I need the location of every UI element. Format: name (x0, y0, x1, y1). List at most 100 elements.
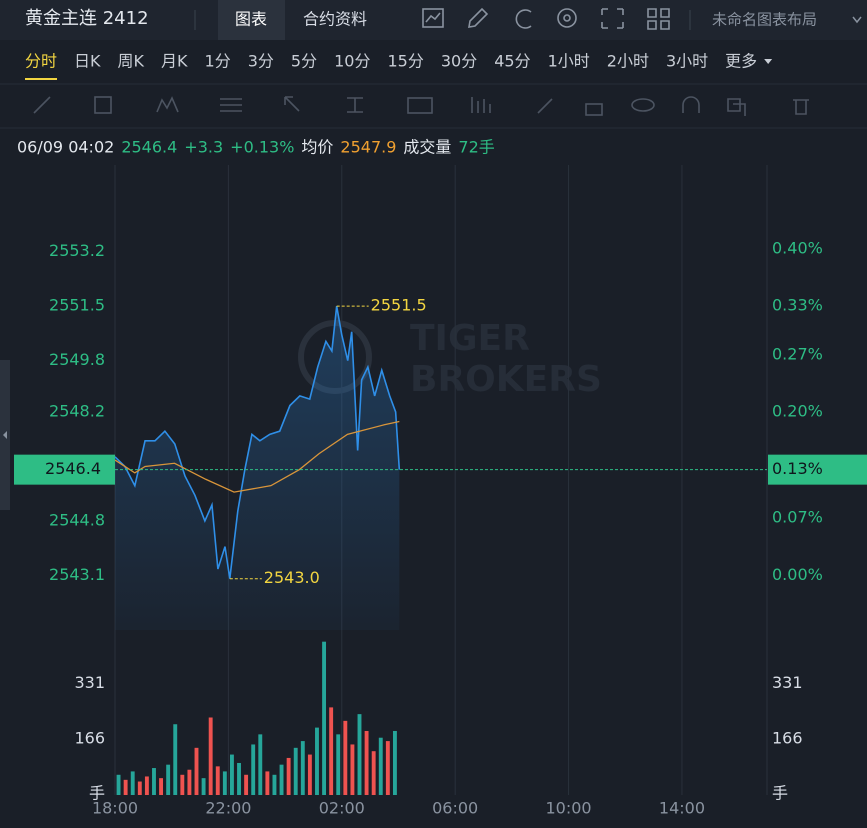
dropdown-arrow (852, 16, 862, 24)
volume-bar (378, 737, 383, 795)
vol-unit: 手 (89, 784, 105, 803)
volume-bar (229, 754, 234, 795)
icon-indicator[interactable] (422, 8, 444, 28)
timeframe[interactable]: 15分 (387, 52, 423, 71)
y-tick-label: 2553.2 (49, 241, 105, 260)
top-bar (0, 0, 867, 40)
timeframe[interactable]: 5分 (291, 52, 317, 71)
y2-tick-label: 0.00% (772, 565, 823, 584)
vol-tick-label: 331 (74, 673, 105, 692)
x-tick-label: 18:00 (92, 799, 138, 818)
y-tick-label: 2549.8 (49, 350, 105, 369)
volume-bar (300, 741, 305, 795)
tool-delete[interactable] (793, 99, 809, 115)
timeframe[interactable]: 分时 (25, 52, 57, 71)
volume-bar (279, 764, 284, 795)
y2-tick-label: 0.20% (772, 402, 823, 421)
tool-eye[interactable] (631, 98, 655, 112)
vol-tick-label: 166 (74, 729, 105, 748)
x-tick-label: 10:00 (546, 799, 592, 818)
layout-name[interactable]: 未命名图表布局 (712, 11, 817, 29)
tool-line[interactable] (33, 96, 51, 114)
symbol-title: 黄金主连 2412 (25, 8, 149, 29)
tool-wave[interactable] (156, 96, 179, 113)
y2-tick-label: 0.27% (772, 345, 823, 364)
timeframe[interactable]: 周K (118, 52, 145, 71)
icon-layout[interactable] (647, 8, 670, 30)
last-price-box (14, 454, 115, 485)
info-change: +3.3 (184, 138, 223, 157)
info-volume-label: 成交量 (403, 138, 451, 157)
y2-tick-label: 0.40% (772, 239, 823, 258)
volume-bar (357, 714, 362, 795)
timeframe[interactable]: 30分 (441, 52, 477, 71)
watermark-text: TIGER (410, 318, 530, 359)
timeframe[interactable]: 1分 (205, 52, 231, 71)
tool-volume[interactable] (471, 97, 491, 113)
icon-fullscreen[interactable] (601, 8, 624, 29)
timeframe[interactable]: 45分 (494, 52, 530, 71)
timeframe[interactable]: 3分 (248, 52, 274, 71)
volume-bar (130, 771, 135, 795)
vol-tick-label-right: 331 (772, 673, 803, 692)
info-avg-label: 均价 (301, 138, 333, 157)
watermark-text: BROKERS (410, 359, 602, 400)
tool-pen[interactable] (537, 98, 553, 114)
icon-draw[interactable] (468, 7, 489, 28)
volume-bar (159, 778, 164, 795)
tool-lock[interactable] (585, 103, 603, 116)
volume-bar (371, 751, 376, 795)
tool-text[interactable] (407, 97, 433, 114)
annotation-label: 2551.5 (371, 296, 427, 315)
top-icons (422, 7, 670, 30)
volume-bar (307, 754, 312, 795)
timeframe[interactable]: 1小时 (548, 52, 590, 71)
tool-arrow[interactable] (284, 96, 300, 112)
icon-settings[interactable] (557, 8, 577, 28)
tool-fib[interactable] (220, 98, 242, 112)
y2-tick-label: 0.07% (772, 508, 823, 527)
timeframe[interactable]: 3小时 (666, 52, 708, 71)
timeframe[interactable]: 月K (161, 52, 188, 71)
tab[interactable]: 合约资料 (303, 10, 367, 29)
tab[interactable]: 图表 (235, 10, 267, 29)
info-bar: 06/09 04:02 2546.4 +3.3 +0.13% 均价 2547.9 成交量 72… (17, 138, 495, 157)
volume-bar (350, 744, 355, 795)
volume-bar (343, 720, 348, 795)
info-volume: 72手 (458, 138, 494, 157)
info-datetime: 06/09 04:02 (17, 138, 114, 157)
tool-copy[interactable] (727, 98, 746, 116)
vol-unit-right: 手 (772, 784, 788, 803)
last-pct-box (768, 454, 867, 485)
volume-bar (336, 734, 341, 795)
tool-magnet[interactable] (682, 96, 700, 113)
icon-refresh[interactable] (515, 9, 532, 29)
volume-bar (123, 779, 128, 795)
last-pct-label: 0.13% (772, 459, 823, 478)
x-tick-label: 06:00 (432, 799, 478, 818)
volume-bar (258, 734, 263, 795)
timeframe[interactable]: 更多 (725, 52, 757, 71)
tool-rect[interactable] (94, 96, 112, 114)
timeframe[interactable]: 日K (74, 52, 101, 71)
dropdown-arrow (764, 59, 773, 64)
last-price-label: 2546.4 (45, 459, 101, 478)
x-tick-label: 02:00 (319, 799, 365, 818)
volume-bar (173, 724, 178, 795)
timeframe[interactable]: 2小时 (607, 52, 649, 71)
x-tick-label: 14:00 (659, 799, 705, 818)
side-arrow (3, 431, 7, 439)
plot: 18:00 22:00 02:00 06:00 10:00 14:00 2543.1 2544… (14, 165, 867, 818)
volume-bar (116, 774, 121, 795)
volume-bar (385, 741, 390, 795)
tool-measure[interactable] (347, 97, 363, 113)
x-tick-label: 22:00 (205, 799, 251, 818)
volume-bar (293, 747, 298, 795)
volume-bar (286, 757, 291, 795)
info-price: 2546.4 (121, 138, 177, 157)
timeframes: 分时 日K 周K 月K 1分 3分 5分 10分 15分 30分 45分 1小时 2小时 3小时 更多 (25, 52, 773, 80)
y-tick-label: 2544.8 (49, 510, 105, 529)
timeframe[interactable]: 10分 (334, 52, 370, 71)
